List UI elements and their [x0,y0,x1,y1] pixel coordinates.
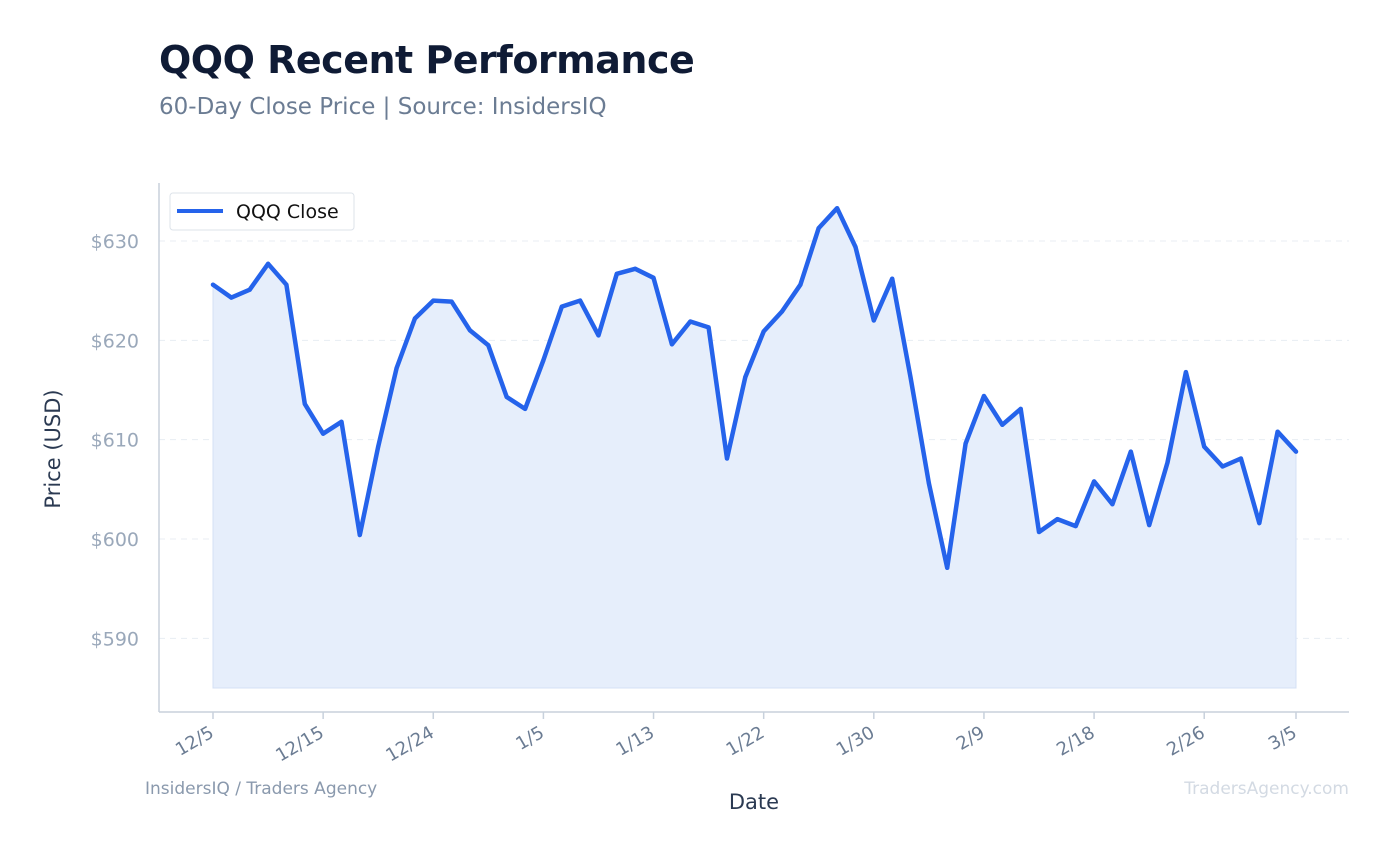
data-point [963,441,968,446]
x-tick-label: 2/26 [1163,722,1209,760]
data-point [559,304,564,309]
data-point [706,325,711,330]
data-point [871,318,876,323]
x-axis-ticks: 12/5 12/15 12/24 1/5 1/13 1/22 1/30 2/9 2/18 2/26… [172,712,1301,766]
area-fill [212,207,1297,689]
data-point [1092,479,1097,484]
data-point [688,319,693,324]
data-point [486,343,491,348]
data-point [596,333,601,338]
data-point [945,565,950,570]
data-point [1183,370,1188,375]
data-point [798,282,803,287]
legend-box [169,192,355,231]
y-tick-label: $610 [91,430,139,452]
data-point [468,328,472,333]
x-tick-label: 12/15 [272,722,327,766]
legend: QQQ Close [169,192,355,231]
data-point [651,275,656,280]
data-point [1202,444,1207,449]
x-tick-label: 1/5 [512,722,548,755]
x-tick-label: 12/5 [172,722,218,760]
data-point [926,481,931,486]
data-point [1037,530,1041,534]
y-tick-label: $590 [91,628,139,650]
data-point [541,358,546,363]
data-point [1147,523,1152,528]
data-point [1238,456,1243,461]
data-points [211,206,1298,570]
x-tick-label: 1/30 [833,722,879,760]
y-tick-label: $600 [91,529,139,551]
x-tick-label: 1/22 [723,722,769,760]
data-point [247,287,252,292]
chart-title: QQQ Recent Performance [159,38,695,82]
data-point [669,342,674,347]
x-tick-label: 3/5 [1265,722,1301,755]
data-point [743,375,748,380]
data-point [853,245,858,249]
data-point [614,271,619,276]
legend-label: QQQ Close [236,201,339,223]
data-point [1073,524,1078,529]
data-point [908,375,913,380]
y-axis-label: Price (USD) [41,389,65,508]
data-point [780,309,784,314]
chart-subtitle: 60-Day Close Price | Source: InsidersIQ [159,94,607,120]
data-point [578,298,583,303]
data-point [835,206,840,211]
data-point [266,261,271,266]
data-point [1294,449,1298,454]
data-point [1110,502,1115,507]
data-point [1275,429,1280,434]
data-point [449,299,454,304]
data-point [321,431,326,436]
data-point [1128,449,1133,454]
footer-credit: InsidersIQ / Traders Agency [145,779,378,799]
data-point [523,406,528,411]
x-tick-label: 1/13 [613,722,659,760]
axes [158,183,1349,713]
data-point [981,394,986,398]
data-point [1165,460,1170,465]
data-point [725,456,729,461]
y-axis-ticks: $590 $600 $610 $620 $630 [91,231,139,650]
data-point [816,226,821,231]
x-axis-label: Date [729,790,779,814]
data-point [1220,464,1225,469]
data-point [376,444,381,449]
data-point [431,298,436,303]
data-point [1018,406,1023,411]
series-line-qqq-close [210,205,1299,571]
data-point [211,282,215,287]
data-point [357,533,362,537]
y-tick-label: $620 [91,330,139,352]
data-point [1257,521,1262,526]
data-point [504,395,509,399]
data-point [229,295,234,300]
data-point [1000,422,1005,427]
data-point [761,329,766,334]
data-point [339,419,344,424]
x-tick-label: 12/24 [382,722,437,766]
footer-watermark: TradersAgency.com [1184,779,1349,799]
data-point [284,282,289,287]
data-point [890,276,895,281]
data-point [412,316,417,321]
data-point [1055,517,1060,522]
x-tick-label: 2/9 [953,722,989,755]
data-point [394,366,399,371]
data-point [633,266,638,271]
y-tick-label: $630 [91,231,139,253]
x-tick-label: 2/18 [1053,722,1099,760]
data-point [302,401,307,406]
